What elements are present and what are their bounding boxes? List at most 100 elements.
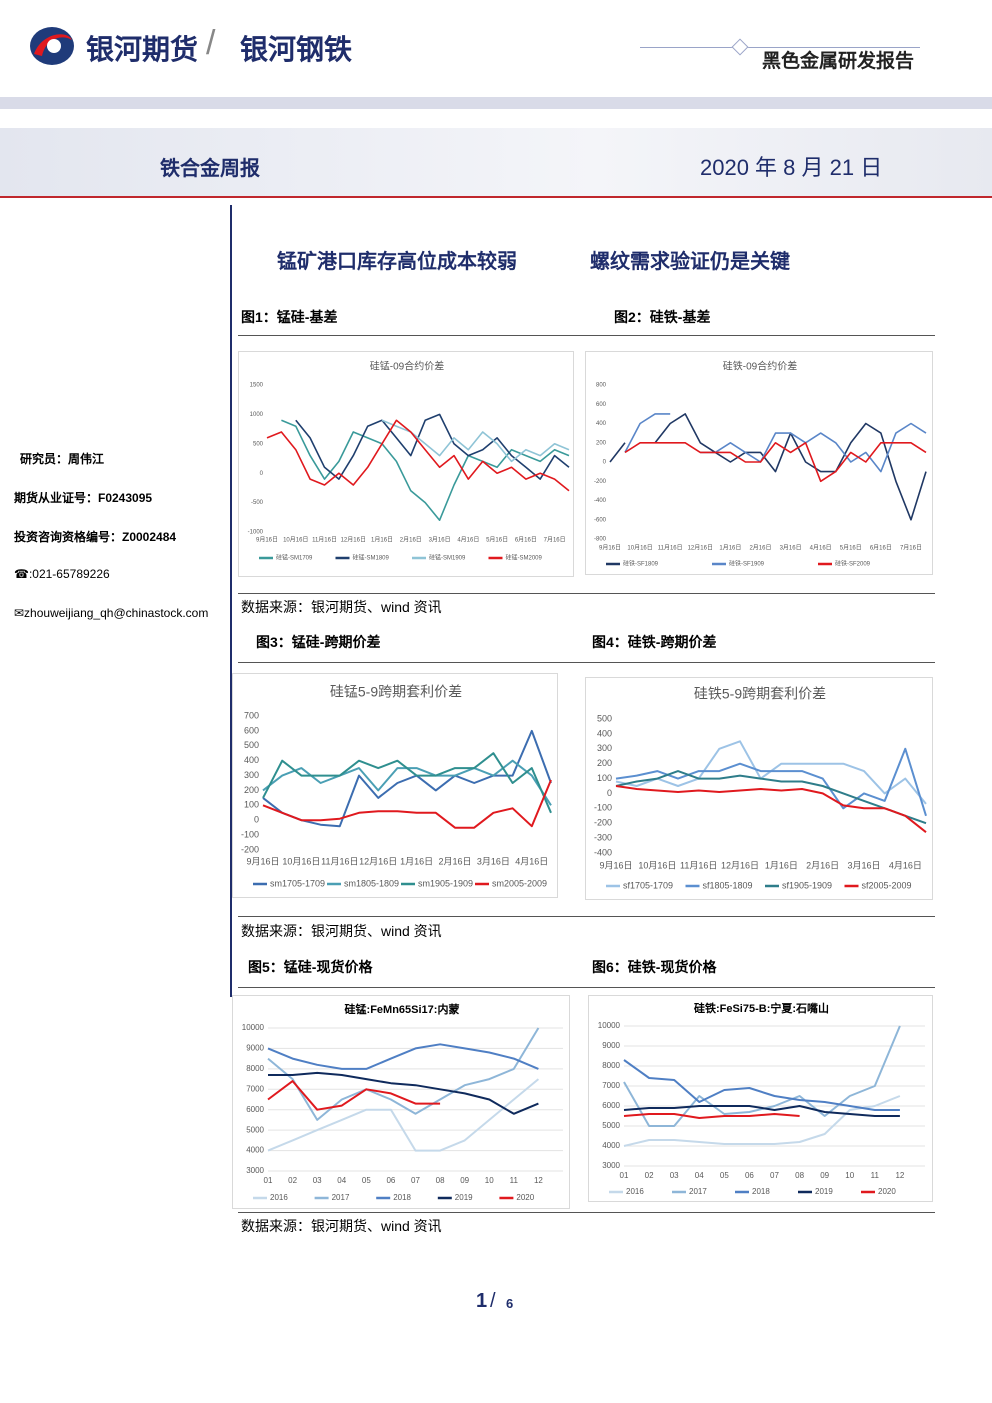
x-tick-label: 11月16日 xyxy=(658,545,683,552)
source: 数据来源：银河期货、wind 资讯 xyxy=(241,599,442,615)
legend-label: sm1805-1809 xyxy=(344,878,399,888)
y-tick-label: -1000 xyxy=(248,530,264,536)
headline: 螺纹需求验证仍是关键 xyxy=(590,251,790,273)
x-tick-label: 9月16日 xyxy=(256,537,278,544)
chart-title: 硅铁:FeSi75-B:宁夏:石嘴山 xyxy=(694,1001,829,1015)
y-tick-label: 200 xyxy=(597,758,612,768)
series-line xyxy=(268,1071,539,1115)
side-rule xyxy=(230,205,232,997)
legend-label: 2016 xyxy=(270,1193,288,1202)
band xyxy=(0,97,992,109)
chart: 硅锰5-9跨期套利价差 -200 -100 0 100 200 300 400 500 600 70… xyxy=(232,673,558,898)
y-tick-label: 4000 xyxy=(602,1141,620,1150)
series-line xyxy=(267,1043,539,1070)
legend-label: 硅锰-SM1709 xyxy=(276,554,313,562)
legend-label: 2018 xyxy=(752,1187,770,1196)
page-sep: / xyxy=(490,1290,496,1312)
y-tick-label: 5000 xyxy=(602,1121,620,1130)
chart-title: 硅锰:FeMn65Si17:内蒙 xyxy=(345,1002,460,1016)
series-line xyxy=(267,1080,441,1111)
separator: / xyxy=(206,24,216,62)
series-line xyxy=(624,413,927,473)
legend-label: sf1705-1709 xyxy=(623,880,673,890)
legend-label: sf1805-1809 xyxy=(703,880,753,890)
legend-label: sf1905-1909 xyxy=(782,880,832,890)
x-tick-label: 1月16日 xyxy=(765,860,798,870)
report-name: 铁合金周报 xyxy=(160,158,260,180)
sidebar-line: 投资咨询资格编号：Z0002484 xyxy=(14,530,177,544)
legend-label: sm2005-2009 xyxy=(492,878,547,888)
x-tick-label: 11 xyxy=(510,1176,519,1185)
y-tick-label: 3000 xyxy=(602,1161,620,1170)
x-tick-label: 03 xyxy=(313,1176,322,1185)
legend-label: sm1705-1709 xyxy=(270,878,325,888)
rule xyxy=(238,662,935,663)
y-tick-label: 7000 xyxy=(602,1081,620,1090)
x-tick-label: 10月16日 xyxy=(627,545,652,552)
deco-line xyxy=(640,47,920,48)
x-tick-label: 12月16日 xyxy=(721,860,759,870)
x-tick-label: 4月16日 xyxy=(515,856,548,866)
x-tick-label: 02 xyxy=(288,1176,297,1185)
legend-label: 硅铁-SF1909 xyxy=(729,560,765,568)
page-total: 6 xyxy=(506,1296,514,1311)
caption: 图3：锰硅-跨期价差 xyxy=(256,634,381,650)
x-tick-label: 12 xyxy=(895,1171,904,1180)
x-tick-label: 6月16日 xyxy=(870,545,892,552)
x-tick-label: 12月16日 xyxy=(341,537,366,544)
y-tick-label: 0 xyxy=(260,471,264,477)
sidebar-line: 期货从业证号：F0243095 xyxy=(14,491,153,505)
y-tick-label: 0 xyxy=(607,788,612,798)
series-line xyxy=(624,442,927,483)
x-tick-label: 4月16日 xyxy=(457,537,479,544)
x-tick-label: 7月16日 xyxy=(544,537,566,544)
x-tick-label: 2月16日 xyxy=(806,860,839,870)
x-tick-label: 06 xyxy=(386,1176,395,1185)
y-tick-label: -200 xyxy=(594,479,607,485)
x-tick-label: 3月16日 xyxy=(429,537,451,544)
legend-label: 2020 xyxy=(516,1193,534,1202)
page-current: 1 xyxy=(476,1290,488,1312)
y-tick-label: 300 xyxy=(597,743,612,753)
y-tick-label: -300 xyxy=(594,832,612,842)
y-tick-label: 10000 xyxy=(242,1023,265,1032)
x-tick-label: 10月16日 xyxy=(282,856,320,866)
chart-title: 硅铁5-9跨期套利价差 xyxy=(694,686,826,702)
x-tick-label: 3月16日 xyxy=(847,860,880,870)
x-tick-label: 3月16日 xyxy=(477,856,510,866)
y-tick-label: 5000 xyxy=(246,1125,264,1134)
brand: 银河期货 xyxy=(86,34,199,65)
y-tick-label: 10000 xyxy=(598,1021,621,1030)
x-tick-label: 9月16日 xyxy=(246,856,279,866)
y-tick-label: 1000 xyxy=(250,412,264,418)
y-tick-label: -100 xyxy=(594,803,612,813)
y-tick-label: 4000 xyxy=(246,1146,264,1155)
series-line xyxy=(262,729,552,828)
caption: 图5：锰硅-现货价格 xyxy=(248,959,373,975)
x-tick-label: 09 xyxy=(820,1171,829,1180)
y-tick-label: 500 xyxy=(253,441,264,447)
y-tick-label: 8000 xyxy=(602,1061,620,1070)
x-tick-label: 4月16日 xyxy=(810,545,832,552)
series-line xyxy=(623,1059,900,1111)
source: 数据来源：银河期货、wind 资讯 xyxy=(241,923,442,939)
chart-title: 硅锰-09合约价差 xyxy=(370,360,444,373)
y-tick-label: 200 xyxy=(596,440,607,446)
x-tick-label: 7月16日 xyxy=(900,545,922,552)
series-line xyxy=(295,413,570,480)
y-tick-label: -200 xyxy=(241,844,259,854)
deco-diamond xyxy=(731,38,749,56)
x-tick-label: 04 xyxy=(695,1171,704,1180)
x-tick-label: 04 xyxy=(337,1176,346,1185)
sidebar-line: 研究员：周伟江 xyxy=(20,452,105,466)
series-line xyxy=(281,419,570,521)
y-tick-label: 100 xyxy=(597,773,612,783)
y-tick-label: 0 xyxy=(254,815,259,825)
legend-label: 2016 xyxy=(626,1187,644,1196)
y-tick-label: 100 xyxy=(244,800,259,810)
series-line xyxy=(262,752,552,814)
y-tick-label: 300 xyxy=(244,770,259,780)
series-line xyxy=(623,1113,800,1119)
x-tick-label: 08 xyxy=(795,1171,804,1180)
